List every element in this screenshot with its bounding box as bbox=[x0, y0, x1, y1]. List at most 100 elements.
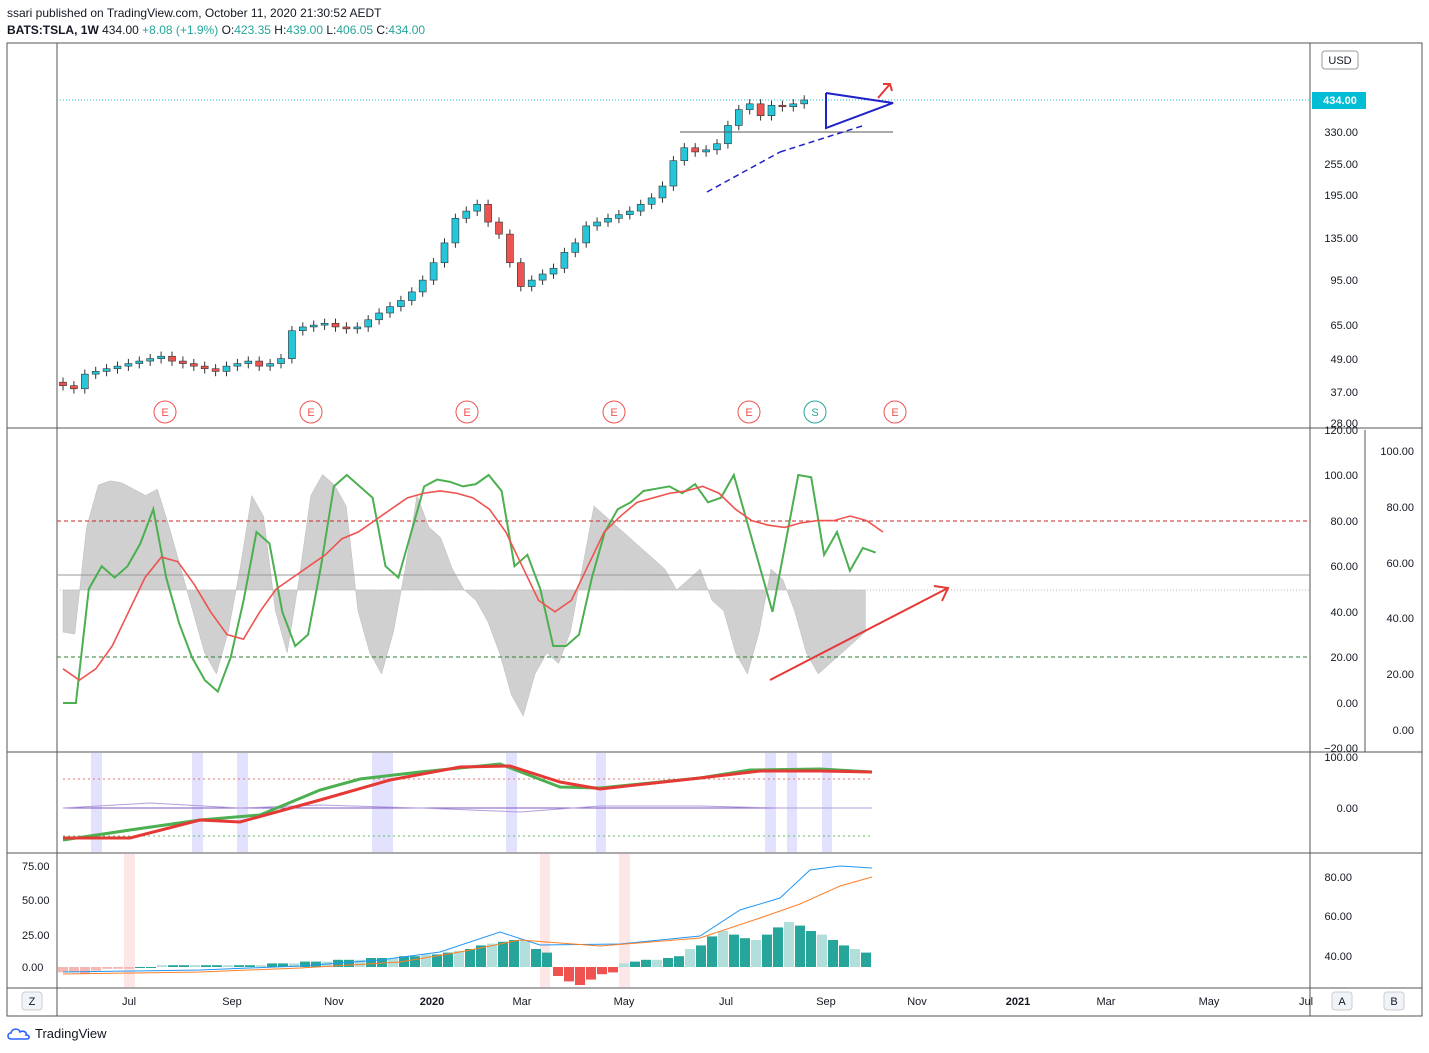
publisher-line: ssari published on TradingView.com, Octo… bbox=[7, 6, 382, 20]
event-badge bbox=[803, 400, 827, 424]
volume-bar bbox=[817, 934, 827, 967]
volume-bar bbox=[630, 961, 640, 967]
volume-bar bbox=[113, 967, 123, 969]
stoch-tick: 20.00 bbox=[1330, 652, 1358, 664]
candle bbox=[691, 147, 700, 153]
candle bbox=[288, 330, 296, 359]
pane4-tick-right: 40.00 bbox=[1324, 951, 1352, 963]
volume-bar bbox=[828, 940, 838, 967]
volume-bar bbox=[223, 965, 233, 967]
volume-bar bbox=[586, 967, 596, 980]
pane4-tick-left: 0.00 bbox=[22, 962, 43, 974]
volume-bar bbox=[201, 965, 211, 967]
volume-bar bbox=[520, 940, 530, 967]
symbol[interactable]: BATS:TSLA, 1W bbox=[7, 23, 99, 37]
auto-scale-label: A bbox=[1338, 996, 1346, 1008]
price-tick: 195.00 bbox=[1324, 190, 1358, 202]
event-label: E bbox=[463, 407, 470, 419]
candle bbox=[756, 103, 765, 117]
volume-bar bbox=[487, 943, 497, 967]
b-button bbox=[1383, 991, 1405, 1011]
event-label: E bbox=[610, 407, 617, 419]
volume-bar bbox=[421, 954, 431, 967]
pane4-tick-left: 25.00 bbox=[22, 930, 50, 942]
highlight-band bbox=[192, 753, 203, 852]
time-tick: 2021 bbox=[1006, 996, 1030, 1008]
pane4-tick-right: 60.00 bbox=[1324, 911, 1352, 923]
candle bbox=[298, 326, 307, 332]
candle bbox=[767, 104, 776, 117]
candle bbox=[407, 291, 416, 301]
tradingview-logo[interactable]: TradingView bbox=[7, 1026, 107, 1041]
volume-bar bbox=[245, 965, 255, 967]
volume-bar bbox=[597, 967, 607, 975]
price-tick: 65.00 bbox=[1330, 320, 1358, 332]
volume-bar bbox=[366, 958, 376, 967]
candle bbox=[702, 149, 710, 153]
pane4-tick-left: 75.00 bbox=[22, 861, 50, 873]
candle bbox=[244, 360, 253, 364]
volume-bar bbox=[850, 949, 860, 967]
time-tick: Sep bbox=[816, 996, 836, 1008]
volume-bar bbox=[465, 949, 475, 967]
stoch-tick-right: 20.00 bbox=[1386, 669, 1414, 681]
volume-bar bbox=[729, 934, 739, 967]
candle bbox=[440, 242, 449, 264]
candle bbox=[571, 242, 580, 253]
time-tick: Mar bbox=[1097, 996, 1116, 1008]
volume-bar bbox=[707, 936, 717, 967]
volume-bar bbox=[806, 931, 816, 967]
candle bbox=[669, 160, 678, 187]
candle bbox=[549, 267, 558, 275]
price-tick: 330.00 bbox=[1324, 127, 1358, 139]
event-badge bbox=[737, 400, 761, 424]
highlight-band bbox=[237, 753, 248, 852]
volume-bar bbox=[861, 952, 871, 967]
candle bbox=[582, 225, 591, 244]
b-button-label: B bbox=[1390, 996, 1397, 1008]
candle bbox=[81, 373, 89, 390]
currency-box bbox=[1321, 50, 1359, 70]
pane4-tick-right: 80.00 bbox=[1324, 872, 1352, 884]
volume-bar bbox=[542, 952, 552, 967]
candle bbox=[713, 143, 721, 151]
volume-bar bbox=[102, 967, 112, 969]
price-tick: 135.00 bbox=[1324, 233, 1358, 245]
volume-bar bbox=[663, 958, 673, 967]
last-price-label: 434.00 bbox=[1323, 95, 1357, 107]
stoch-d-line bbox=[62, 485, 884, 682]
price-tick: 49.00 bbox=[1330, 354, 1358, 366]
green-ma-line bbox=[62, 762, 873, 842]
candle bbox=[495, 221, 503, 235]
candle bbox=[179, 360, 187, 364]
ohlc-h-label: H: bbox=[274, 23, 287, 37]
candle bbox=[211, 368, 220, 372]
last-price: 434.00 bbox=[102, 23, 139, 37]
candle bbox=[320, 323, 329, 326]
candle bbox=[506, 233, 514, 264]
candle bbox=[593, 221, 601, 227]
candle bbox=[778, 104, 787, 108]
stoch-tick: 40.00 bbox=[1330, 607, 1358, 619]
volume-bar bbox=[674, 956, 684, 967]
time-tick: 2020 bbox=[420, 996, 444, 1008]
candle bbox=[451, 217, 460, 244]
ohlc-l-label: L: bbox=[326, 23, 337, 37]
volume-bar bbox=[157, 965, 167, 967]
volume-bar bbox=[278, 963, 288, 967]
volume-bar bbox=[135, 967, 145, 968]
candle bbox=[647, 197, 656, 205]
volume-bar bbox=[751, 940, 761, 967]
candle bbox=[397, 300, 405, 307]
highlight-band bbox=[765, 753, 776, 852]
pane3-tick: 100.00 bbox=[1324, 752, 1358, 764]
volume-bar bbox=[740, 938, 750, 967]
candle bbox=[800, 99, 809, 105]
candle bbox=[70, 385, 78, 390]
candle bbox=[146, 358, 154, 362]
ohlc-o: 423.35 bbox=[234, 23, 271, 37]
zoom-button bbox=[21, 991, 43, 1011]
candle bbox=[157, 355, 165, 359]
candle bbox=[277, 358, 285, 364]
